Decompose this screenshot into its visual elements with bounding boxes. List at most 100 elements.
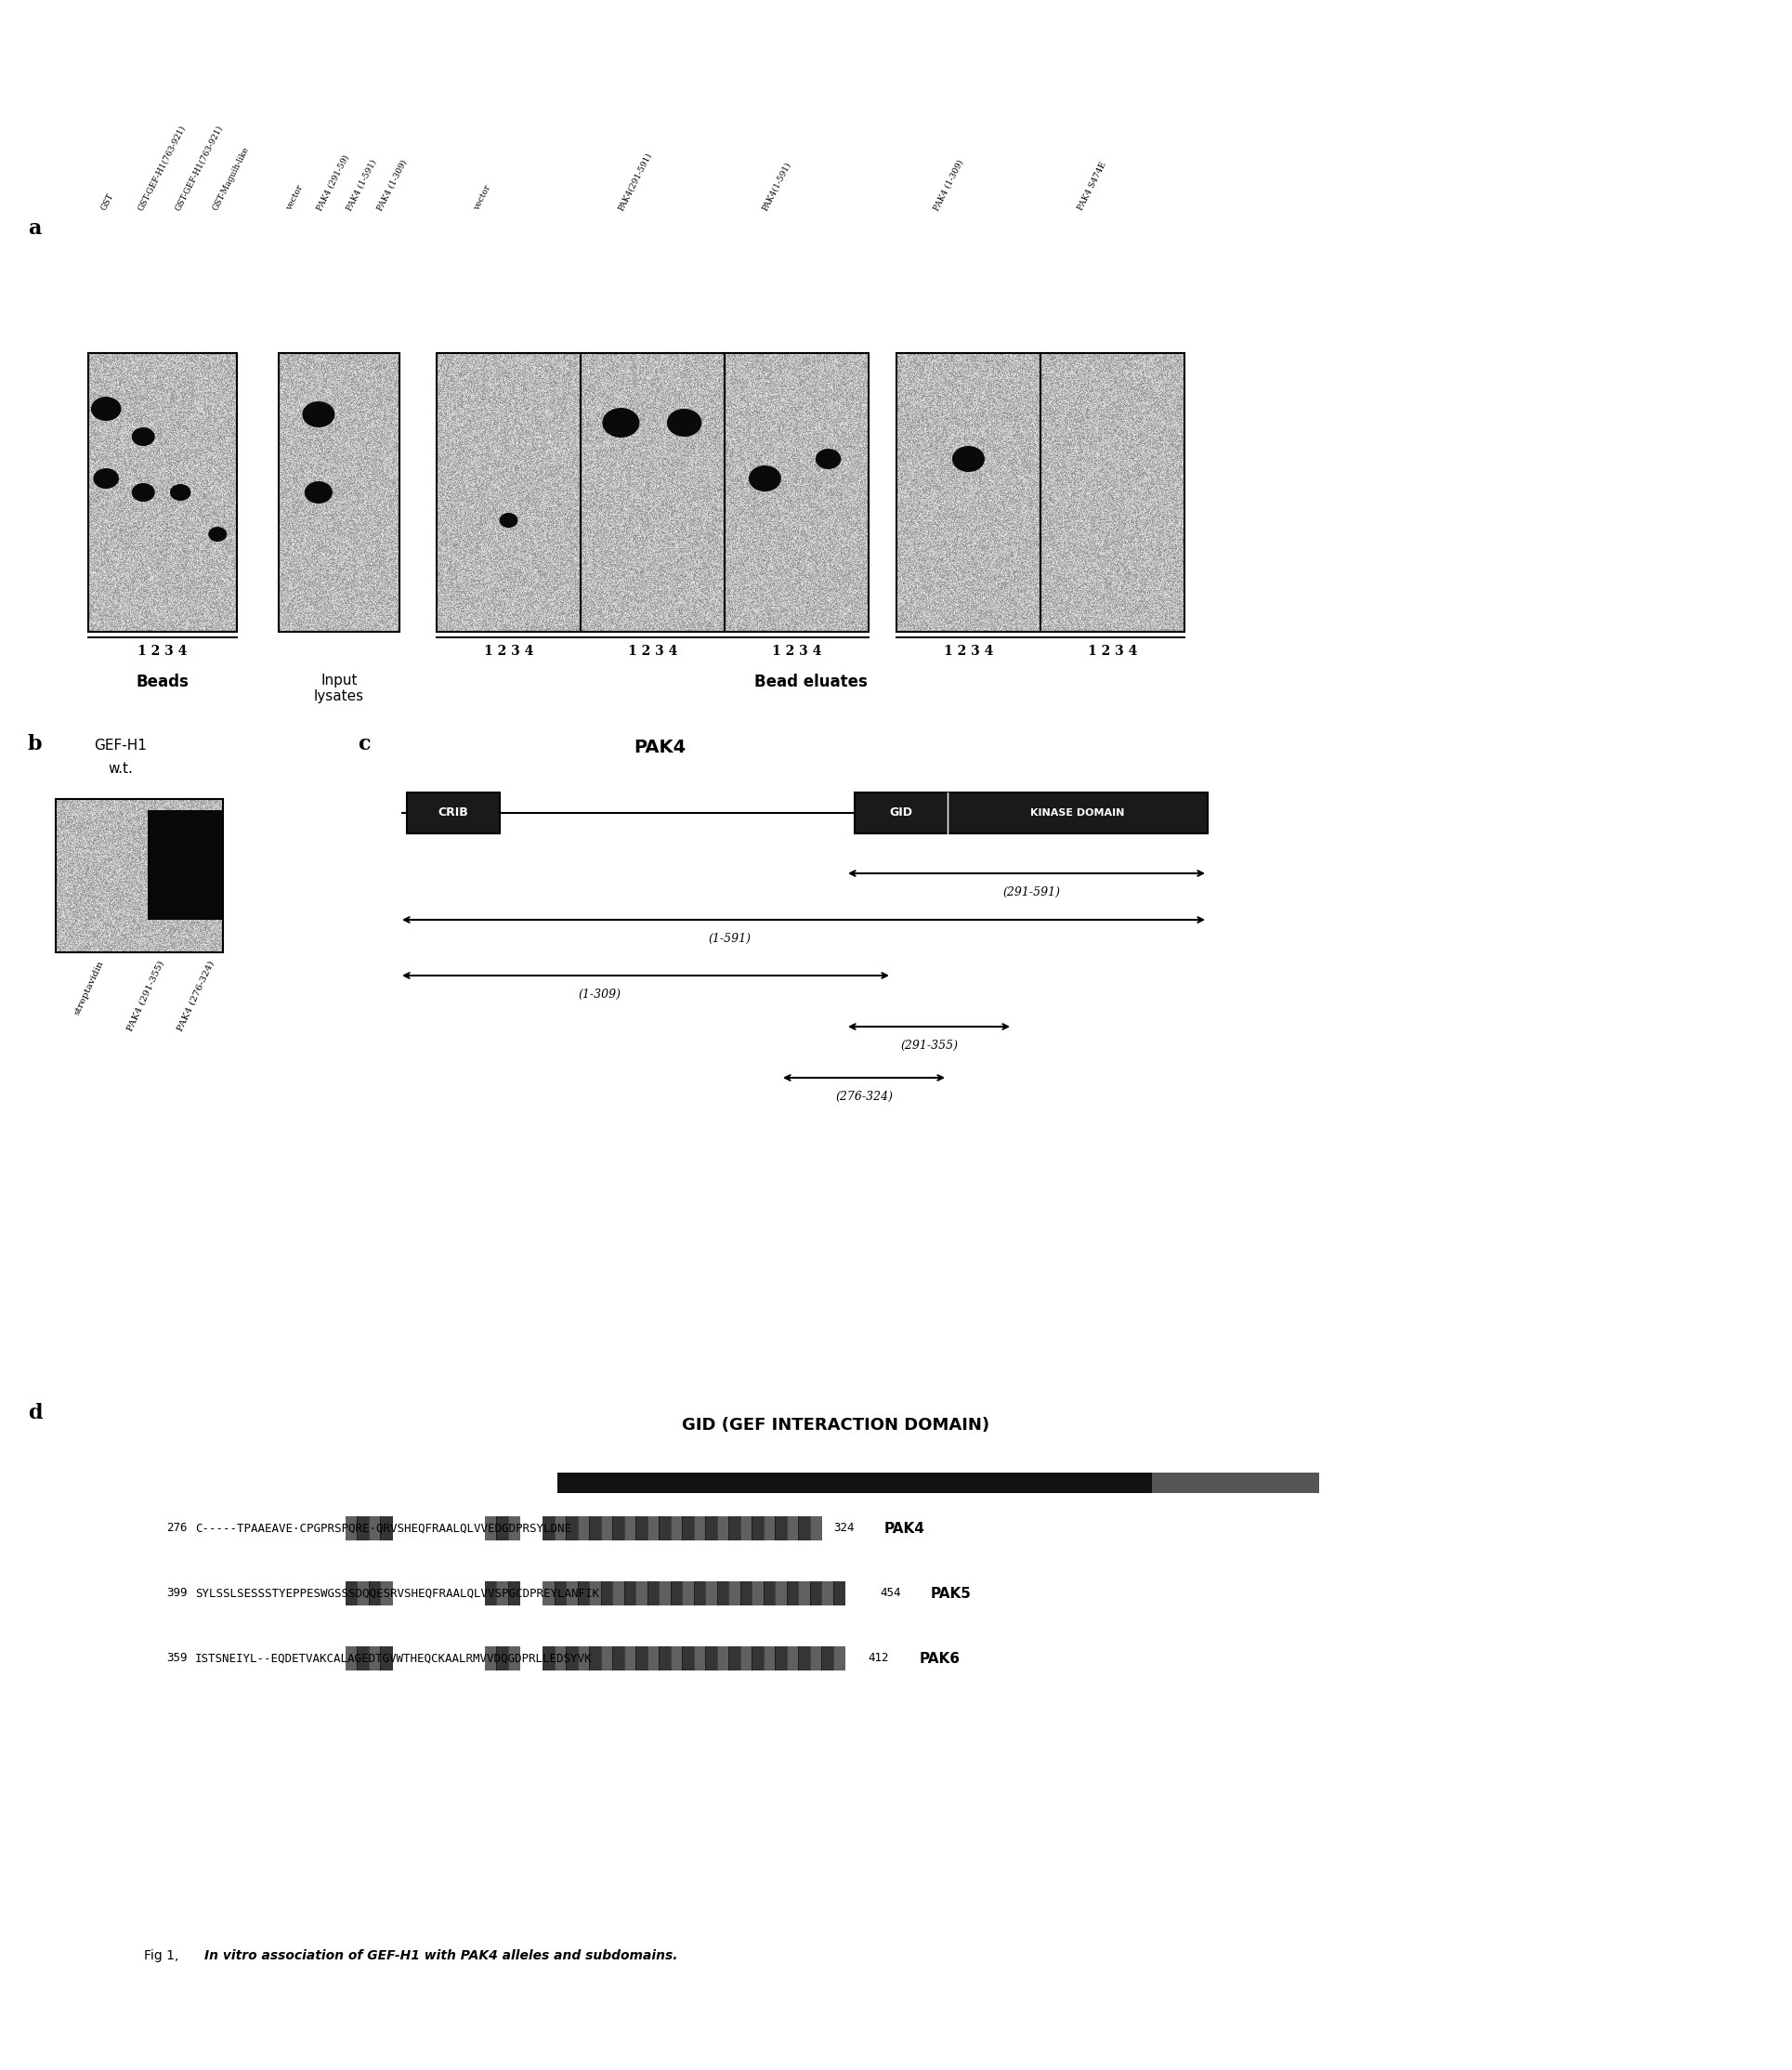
- Text: In vitro association of GEF-H1 with PAK4 alleles and subdomains.: In vitro association of GEF-H1 with PAK4…: [204, 1950, 677, 1962]
- Text: PAK4 S474E: PAK4 S474E: [1077, 161, 1107, 211]
- Text: PAK5: PAK5: [930, 1586, 971, 1600]
- Bar: [670, 1581, 683, 1606]
- Bar: [670, 1515, 683, 1540]
- Ellipse shape: [500, 513, 518, 528]
- Text: 1 2 3 4: 1 2 3 4: [944, 644, 993, 658]
- Bar: [484, 1581, 496, 1606]
- Bar: [357, 1515, 369, 1540]
- Text: c: c: [358, 735, 371, 753]
- Bar: [821, 1646, 833, 1670]
- Bar: [728, 1581, 740, 1606]
- Text: Beads: Beads: [136, 673, 188, 689]
- Text: 1 2 3 4: 1 2 3 4: [772, 644, 821, 658]
- Text: 454: 454: [880, 1588, 901, 1600]
- Text: Bead eluates: Bead eluates: [754, 673, 867, 689]
- Text: 1 2 3 4: 1 2 3 4: [627, 644, 677, 658]
- Bar: [797, 1581, 810, 1606]
- Ellipse shape: [303, 402, 335, 426]
- Bar: [647, 1646, 659, 1670]
- Ellipse shape: [952, 445, 986, 472]
- Bar: [600, 1581, 613, 1606]
- Text: (291-355): (291-355): [900, 1039, 957, 1052]
- Text: vector: vector: [285, 184, 305, 211]
- Bar: [797, 1515, 810, 1540]
- Text: 412: 412: [867, 1652, 889, 1664]
- Ellipse shape: [305, 480, 333, 503]
- Text: C-----TPAAEAVE·CPGPRSPQRE·QRVSHEQFRAALQLVVEDGDPRSYLDNE: C-----TPAAEAVE·CPGPRSPQRE·QRVSHEQFRAALQL…: [195, 1521, 572, 1534]
- Text: 359: 359: [167, 1652, 188, 1664]
- Bar: [613, 1581, 625, 1606]
- Bar: [704, 1581, 717, 1606]
- Bar: [797, 1646, 810, 1670]
- Bar: [369, 1581, 382, 1606]
- Bar: [751, 1646, 763, 1670]
- Text: PAK4: PAK4: [885, 1521, 925, 1536]
- Bar: [694, 1515, 706, 1540]
- Text: (276-324): (276-324): [835, 1091, 892, 1103]
- Ellipse shape: [91, 397, 122, 420]
- Bar: [763, 1515, 776, 1540]
- Text: GST-GEF-H1(763-921): GST-GEF-H1(763-921): [136, 124, 186, 211]
- Text: b: b: [29, 735, 43, 753]
- Bar: [557, 1472, 1152, 1492]
- Text: 276: 276: [167, 1521, 188, 1534]
- Bar: [740, 1515, 753, 1540]
- Text: 1 2 3 4: 1 2 3 4: [1088, 644, 1138, 658]
- Bar: [683, 1646, 695, 1670]
- Bar: [624, 1646, 636, 1670]
- Bar: [590, 1581, 602, 1606]
- Bar: [659, 1515, 672, 1540]
- Text: ISTSNEIYL--EQDETVAKCALAGEDTGVWTHEQCKAALRMVVDQGDPRLLEDSYVK: ISTSNEIYL--EQDETVAKCALAGEDTGVWTHEQCKAALR…: [195, 1652, 591, 1664]
- Bar: [624, 1515, 636, 1540]
- Bar: [636, 1646, 649, 1670]
- Bar: [496, 1581, 509, 1606]
- Bar: [1152, 1472, 1319, 1492]
- Text: PAK4 (291-59): PAK4 (291-59): [315, 153, 349, 211]
- Bar: [717, 1646, 729, 1670]
- Text: a: a: [29, 217, 41, 238]
- Bar: [554, 1581, 566, 1606]
- Bar: [600, 1646, 613, 1670]
- Bar: [357, 1581, 369, 1606]
- Bar: [833, 1581, 846, 1606]
- Bar: [484, 1646, 496, 1670]
- Bar: [624, 1581, 636, 1606]
- Bar: [751, 1581, 763, 1606]
- Text: 399: 399: [167, 1588, 188, 1600]
- Bar: [787, 1646, 799, 1670]
- Text: w.t.: w.t.: [108, 762, 133, 776]
- Bar: [821, 1581, 833, 1606]
- Bar: [740, 1581, 753, 1606]
- Bar: [484, 1515, 496, 1540]
- Bar: [496, 1646, 509, 1670]
- Bar: [56, 799, 222, 952]
- Bar: [774, 1515, 787, 1540]
- Text: Fig 1,: Fig 1,: [143, 1950, 186, 1962]
- Bar: [694, 1581, 706, 1606]
- Ellipse shape: [93, 468, 118, 489]
- Bar: [833, 1646, 846, 1670]
- Bar: [566, 1515, 579, 1540]
- Bar: [507, 1515, 520, 1540]
- Text: GID (GEF INTERACTION DOMAIN): GID (GEF INTERACTION DOMAIN): [683, 1416, 989, 1435]
- Text: streptavidin: streptavidin: [72, 960, 106, 1016]
- Text: PAK4 (276-324): PAK4 (276-324): [176, 960, 217, 1033]
- Bar: [380, 1581, 392, 1606]
- Text: 324: 324: [833, 1521, 855, 1534]
- Bar: [543, 1646, 556, 1670]
- Bar: [774, 1581, 787, 1606]
- Bar: [717, 1581, 729, 1606]
- Text: 1 2 3 4: 1 2 3 4: [138, 644, 188, 658]
- Ellipse shape: [815, 449, 840, 470]
- Bar: [694, 1646, 706, 1670]
- Bar: [369, 1515, 382, 1540]
- Bar: [787, 1515, 799, 1540]
- Ellipse shape: [131, 426, 154, 445]
- Bar: [543, 1515, 556, 1540]
- Bar: [659, 1581, 672, 1606]
- Bar: [590, 1515, 602, 1540]
- Text: Input
lysates: Input lysates: [314, 673, 364, 704]
- Bar: [380, 1646, 392, 1670]
- Bar: [810, 1515, 823, 1540]
- Bar: [728, 1515, 740, 1540]
